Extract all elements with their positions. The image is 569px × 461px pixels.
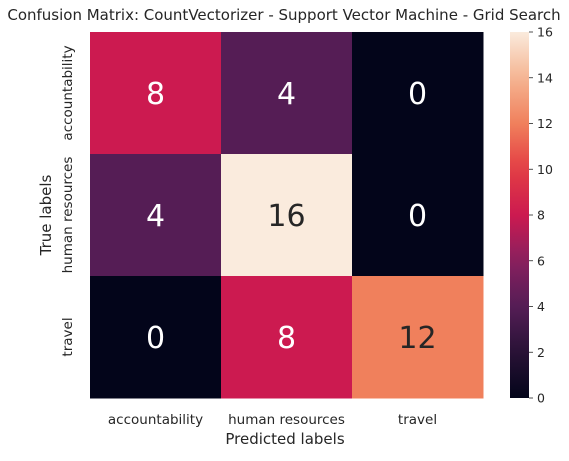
colorbar-ticks: 0 2 4 6 8 10 12 14 16: [529, 25, 553, 406]
colorbar-tick-label-3: 6: [537, 253, 545, 268]
heatmap-cell-2-1: [221, 276, 353, 399]
heatmap-cell-2-2: [352, 276, 484, 399]
x-axis-tick-labels: accountability human resources travel: [108, 412, 437, 428]
x-tick-label-1: human resources: [228, 412, 345, 428]
chart-title: Confusion Matrix: CountVectorizer - Supp…: [7, 6, 560, 24]
heatmap-cell-1-2: [352, 154, 484, 277]
cell-value-0-1: 4: [277, 77, 296, 112]
colorbar-tick-label-8: 16: [537, 25, 553, 40]
heatmap-cells: [90, 32, 484, 399]
heatmap-cell-0-1: [221, 32, 353, 155]
cell-value-2-2: 12: [398, 321, 436, 356]
cell-value-0-0: 8: [146, 77, 165, 112]
y-axis-tick-labels: accountability human resources travel: [60, 45, 76, 356]
heatmap-cell-1-1: [221, 154, 353, 277]
cell-value-0-2: 0: [408, 77, 427, 112]
y-tick-label-1: human resources: [60, 157, 76, 274]
colorbar-tick-label-2: 4: [537, 299, 545, 314]
cell-value-1-2: 0: [408, 199, 427, 234]
y-axis-label: True labels: [37, 174, 55, 256]
heatmap-cell-labels: 8 4 0 4 16 0 0 8 12: [146, 77, 437, 356]
heatmap-cell-0-0: [90, 32, 222, 155]
colorbar-tick-label-6: 12: [537, 116, 553, 131]
x-tick-label-0: accountability: [108, 412, 203, 428]
heatmap-cell-2-0: [90, 276, 222, 399]
x-axis-label: Predicted labels: [225, 430, 344, 448]
x-tick-label-2: travel: [398, 412, 437, 428]
y-tick-label-0: accountability: [60, 45, 76, 140]
y-tick-label-2: travel: [60, 317, 76, 356]
cell-value-2-1: 8: [277, 321, 296, 356]
colorbar-tick-label-0: 0: [537, 391, 545, 406]
heatmap-cell-1-0: [90, 154, 222, 277]
cell-value-1-0: 4: [146, 199, 165, 234]
heatmap-cell-0-2: [352, 32, 484, 155]
colorbar-tick-label-1: 2: [537, 345, 545, 360]
cell-value-2-0: 0: [146, 321, 165, 356]
colorbar-tick-label-5: 10: [537, 162, 553, 177]
cell-value-1-1: 16: [267, 199, 305, 234]
colorbar: [510, 32, 529, 398]
colorbar-tick-label-4: 8: [537, 208, 545, 223]
colorbar-tick-label-7: 14: [537, 70, 553, 85]
